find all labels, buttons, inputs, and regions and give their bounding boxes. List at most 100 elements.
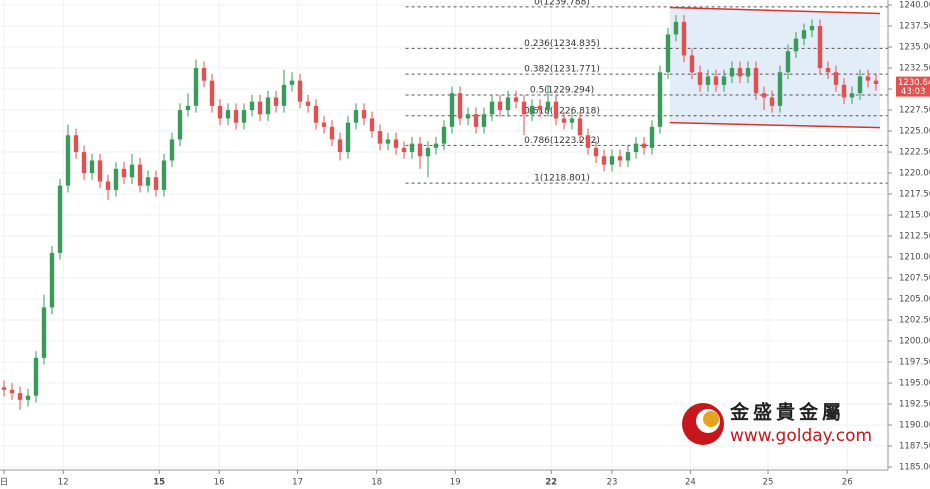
candle-body: [441, 126, 447, 144]
candle-body: [505, 97, 511, 111]
candle-body: [41, 307, 47, 358]
candle-body: [25, 395, 31, 400]
candle-body: [497, 101, 503, 111]
candle-body: [273, 97, 279, 106]
candle-body: [345, 122, 351, 153]
candle-body: [73, 135, 79, 153]
candle-body: [9, 389, 15, 394]
candle-body: [521, 101, 527, 115]
watermark-name: 金盛貴金屬: [729, 401, 845, 424]
candle-body: [145, 177, 151, 186]
candle-body: [385, 139, 391, 144]
candle-body: [177, 110, 183, 140]
candle-body: [529, 105, 535, 115]
candle-body: [289, 80, 295, 85]
candle-body: [457, 93, 463, 119]
candle-body: [625, 152, 631, 161]
y-tick-label: 1190.00: [899, 421, 930, 431]
candle-body: [641, 143, 647, 148]
candle-body: [33, 357, 39, 396]
x-tick-label: 17: [292, 478, 303, 488]
candle-body: [577, 118, 583, 136]
candle-body: [313, 105, 319, 123]
candle-body: [153, 177, 159, 190]
x-tick-label: 26: [842, 478, 853, 488]
candle-body: [129, 164, 135, 178]
candle-body: [65, 135, 71, 186]
candle-body: [425, 147, 431, 157]
y-tick-label: 1205.00: [899, 295, 930, 305]
last-price-label: 1230.646: [898, 78, 930, 88]
candle-body: [449, 93, 455, 127]
x-tick-label: 22: [545, 478, 557, 488]
candle-body: [217, 105, 223, 119]
logo-sun: [703, 411, 719, 427]
candle-body: [801, 30, 807, 39]
candle-body: [401, 147, 407, 153]
candle-body: [785, 51, 791, 73]
candle-body: [193, 68, 199, 106]
candle-body: [705, 76, 711, 85]
x-tick-label: 日: [0, 478, 8, 488]
candle-body: [777, 72, 783, 106]
candle-body: [681, 21, 687, 56]
candle-body: [233, 110, 239, 123]
y-tick-label: 1207.50: [899, 274, 930, 284]
candle-body: [329, 126, 335, 140]
candle-body: [793, 38, 799, 52]
candle-body: [721, 76, 727, 85]
candle-body: [321, 122, 327, 127]
y-tick-label: 1212.50: [899, 232, 930, 242]
candle-body: [761, 93, 767, 98]
candle-body: [121, 168, 127, 178]
y-tick-label: 1222.50: [899, 148, 930, 158]
y-tick-label: 1192.50: [899, 400, 930, 410]
candle-body: [417, 143, 423, 157]
watermark: 金盛貴金屬 www.golday.com: [682, 401, 872, 446]
y-tick-label: 1202.50: [899, 316, 930, 326]
fib-label: 0.5(1229.294): [530, 85, 594, 95]
channel-upper: [669, 6, 881, 15]
candle-body: [649, 126, 655, 148]
x-tick-label: 23: [607, 478, 618, 488]
y-tick-label: 1235.00: [899, 43, 930, 53]
y-tick-label: 1220.00: [899, 169, 930, 179]
candle-body: [17, 393, 23, 400]
candle-body: [489, 101, 495, 115]
candle-body: [857, 76, 863, 94]
candle-body: [225, 110, 231, 119]
candle-body: [201, 68, 207, 81]
candle-body: [729, 68, 735, 77]
channel-lower: [669, 121, 881, 129]
fib-label: 1(1218.801): [534, 174, 590, 184]
candle-body: [57, 185, 63, 253]
fib-label: 0.786(1223.292): [524, 136, 600, 146]
candle-body: [545, 101, 551, 111]
y-tick-label: 1187.50: [899, 442, 930, 452]
candle-body: [89, 160, 95, 174]
y-tick-label: 1232.50: [899, 64, 930, 74]
candle-body: [585, 135, 591, 148]
candle-body: [689, 55, 695, 73]
candle-body: [361, 110, 367, 119]
price-box: [896, 76, 930, 97]
candle-body: [617, 156, 623, 161]
candle-body: [433, 143, 439, 148]
x-tick-label: 19: [450, 478, 461, 488]
candle-body: [97, 160, 103, 182]
candle-body: [873, 80, 879, 85]
fib-label: 0.382(1231.771): [524, 65, 600, 75]
candle-body: [569, 118, 575, 123]
candle-body: [369, 118, 375, 132]
candle-body: [553, 101, 559, 119]
fib-label: 0.236(1234.835): [524, 39, 600, 49]
candle-body: [865, 76, 871, 81]
candle-body: [305, 101, 311, 106]
x-tick-label: 12: [58, 478, 69, 488]
countdown-label: 43:03: [901, 87, 926, 97]
candle-body: [113, 168, 119, 190]
candle-body: [809, 26, 815, 31]
y-tick-label: 1237.50: [899, 22, 930, 32]
y-tick-label: 1195.00: [899, 379, 930, 389]
